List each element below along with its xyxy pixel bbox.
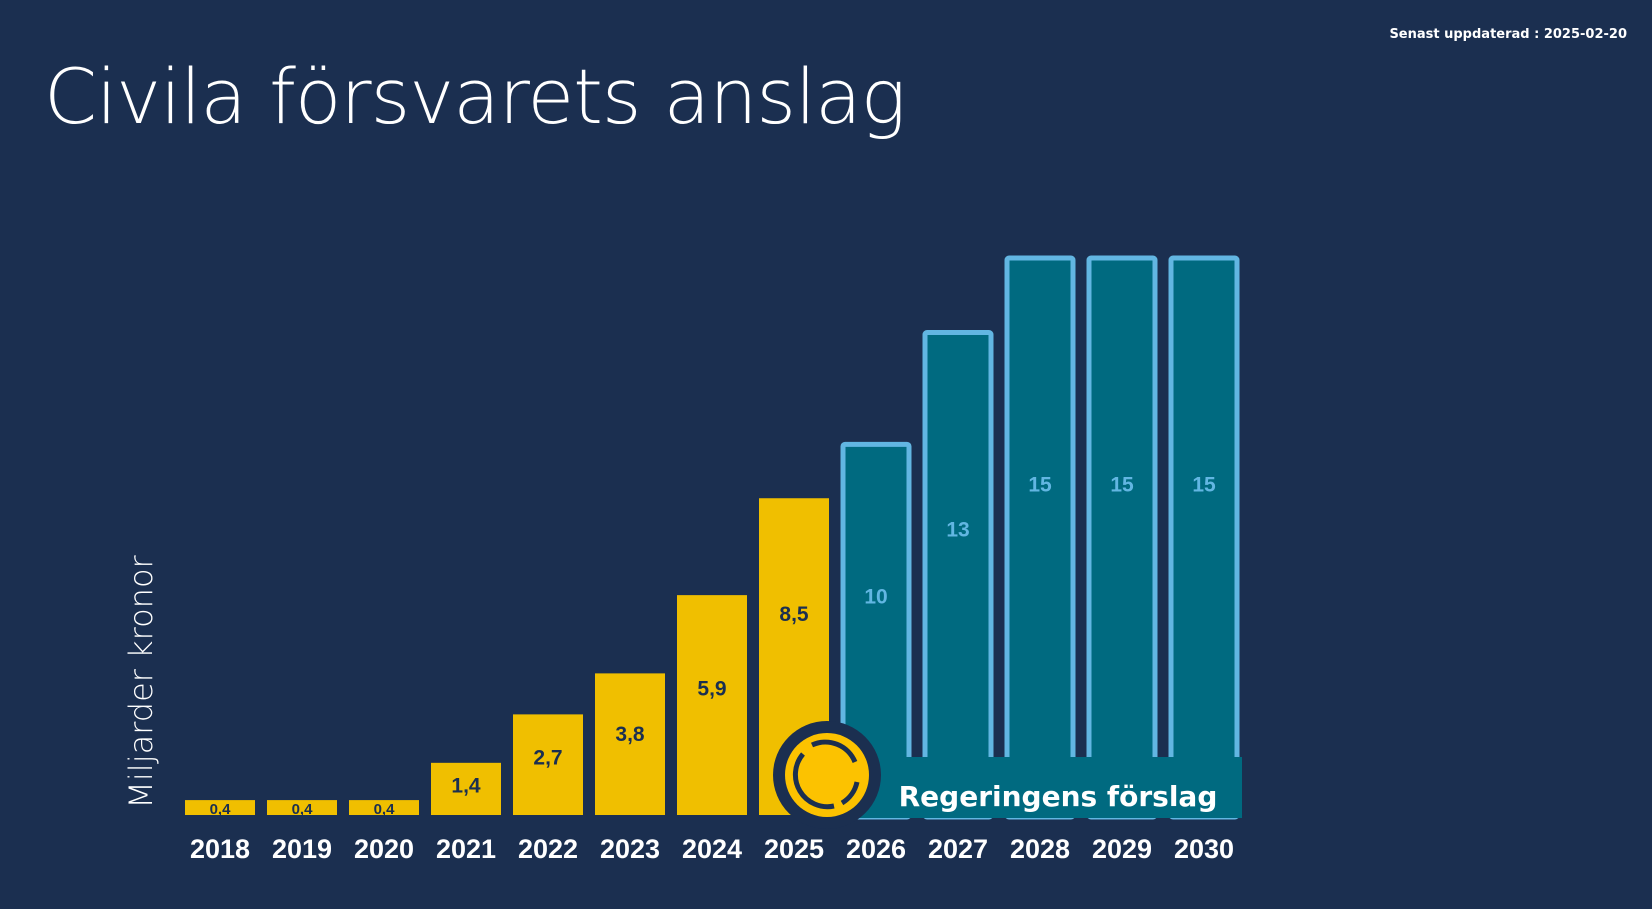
x-tick-label: 2028 [1010,834,1070,864]
y-axis-label: Miljarder kronor [122,554,160,808]
data-label: 2,7 [533,747,562,770]
bar-2018 [185,800,255,815]
x-tick-label: 2022 [518,834,578,864]
x-tick-label: 2030 [1174,834,1234,864]
x-tick-label: 2029 [1092,834,1152,864]
data-label: 0,4 [210,801,232,818]
circle-arrows-icon [773,721,881,829]
bar-2024 [677,595,747,815]
x-tick-label: 2023 [600,834,660,864]
bar-2023 [595,673,665,815]
data-label: 5,9 [697,677,726,700]
x-tick-label: 2020 [354,834,414,864]
bar-2027 [922,330,994,820]
bar-2029 [1086,255,1158,820]
data-label: 8,5 [779,603,809,626]
data-label: 0,4 [292,801,314,818]
bar-2019 [267,800,337,815]
bar-2028 [1004,255,1076,820]
data-label: 15 [1192,474,1216,497]
x-tick-label: 2019 [272,834,332,864]
x-tick-label: 2024 [682,834,742,864]
last-updated: Senast uppdaterad : 2025-02-20 [1389,27,1627,42]
data-label: 15 [1110,474,1134,497]
data-label: 1,4 [451,775,481,798]
chart-title: Civila försvarets anslag [44,52,906,141]
data-label: 0,4 [374,801,396,818]
legend-label: Regeringens förslag [899,780,1218,813]
x-tick-label: 2018 [190,834,250,864]
bar-2030 [1168,255,1240,820]
legend-box [835,757,1242,818]
legend: Regeringens förslag [773,721,1242,829]
data-label: 15 [1028,474,1052,497]
bar-2020 [349,800,419,815]
data-label: 13 [946,518,969,541]
x-tick-label: 2027 [928,834,988,864]
data-label: 10 [864,585,887,608]
data-label: 3,8 [615,723,645,746]
bar-2021 [431,762,501,815]
bar-2022 [513,714,583,815]
x-tick-label: 2021 [436,834,496,864]
x-tick-label: 2026 [846,834,906,864]
x-tick-label: 2025 [764,834,824,864]
